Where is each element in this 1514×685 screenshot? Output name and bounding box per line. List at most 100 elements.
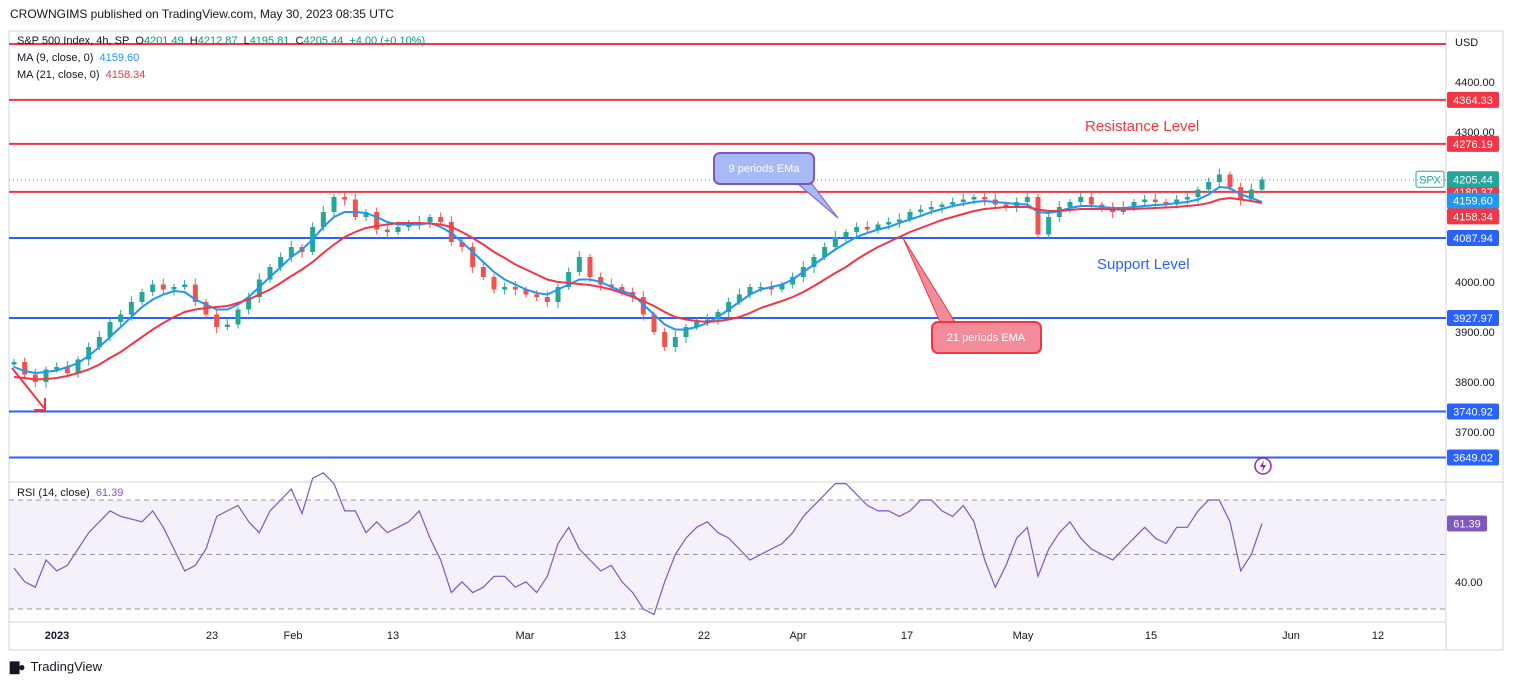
x-tick-label: 23 — [206, 630, 218, 642]
candle-body-102 — [1099, 204, 1105, 207]
candle-body-12 — [139, 292, 145, 302]
candle-body-32 — [352, 199, 358, 217]
candle-body-2 — [32, 374, 38, 382]
level-tag-4-text: 3927.97 — [1453, 313, 1493, 325]
candle-body-24 — [267, 267, 273, 280]
candle-body-66 — [715, 312, 721, 320]
x-tick-label: 15 — [1145, 630, 1157, 642]
candle-body-11 — [128, 302, 134, 315]
candle-body-42 — [459, 242, 465, 247]
candle-body-30 — [331, 197, 337, 212]
legend-high-value: 4212.87 — [197, 35, 238, 47]
level-tag-6-text: 3649.02 — [1453, 452, 1493, 464]
candle-body-52 — [566, 272, 572, 287]
candle-body-53 — [576, 257, 582, 272]
support-label: Support Level — [1097, 256, 1190, 273]
tradingview-brand: TradingView — [30, 659, 103, 674]
legend-rsi-value: 61.39 — [95, 487, 124, 499]
candle-body-99 — [1067, 202, 1073, 207]
candle-body-49 — [534, 294, 540, 297]
level-tag-4-bg — [1447, 310, 1499, 327]
candle-body-7 — [86, 347, 92, 360]
candle-body-10 — [118, 314, 124, 322]
candle-body-81 — [875, 224, 881, 230]
ma21-price-tag-text: 4158.34 — [1453, 211, 1493, 223]
x-tick-label: Feb — [284, 630, 303, 642]
legend-ma21-value: 4158.34 — [105, 69, 146, 81]
tradingview-logo[interactable]: ▇● TradingView — [10, 659, 102, 674]
candle-body-33 — [363, 212, 369, 217]
candle-body-97 — [1046, 217, 1052, 235]
candle-body-48 — [523, 289, 529, 295]
y-tick-label: 3800.00 — [1455, 377, 1495, 389]
candle-body-88 — [950, 202, 956, 205]
candle-body-21 — [235, 309, 241, 325]
candle-body-84 — [907, 212, 913, 220]
candle-body-37 — [406, 224, 412, 227]
x-tick-label: 13 — [387, 630, 399, 642]
legend-ma21-row: MA (21, close, 0) 4158.34 — [17, 69, 148, 81]
candle-body-36 — [395, 227, 401, 232]
legend-low-value: 4195.81 — [249, 35, 290, 47]
level-tag-1-text: 4276.19 — [1453, 139, 1493, 151]
rsi-tag-text: 61.39 — [1453, 518, 1481, 530]
candle-body-112 — [1206, 182, 1212, 190]
x-tick-label: 13 — [614, 630, 626, 642]
price-tags: 4364.334276.194180.374087.943927.973740.… — [1415, 91, 1499, 532]
candle-body-78 — [843, 232, 849, 237]
y-tick-label: 4000.00 — [1455, 277, 1495, 289]
candle-body-5 — [64, 367, 70, 373]
candle-body-3 — [43, 369, 49, 382]
legend-ma9-value: 4159.60 — [99, 52, 140, 64]
legend-rsi-row: RSI (14, close) 61.39 — [17, 487, 126, 499]
legend-close-label: C — [295, 35, 304, 47]
candle-body-113 — [1216, 174, 1222, 182]
candle-body-90 — [971, 197, 977, 200]
x-tick-label: 2023 — [45, 630, 69, 642]
rsi-tick-label: 40.00 — [1455, 577, 1483, 589]
legend-close-value: 4205.44 — [303, 35, 344, 47]
legend-open-value: 4201.49 — [143, 35, 184, 47]
candle-body-117 — [1259, 179, 1265, 190]
candle-body-6 — [75, 359, 81, 373]
candle-body-17 — [192, 284, 198, 302]
candle-body-31 — [342, 197, 348, 200]
candle-body-107 — [1152, 199, 1158, 202]
y-tick-label: 3700.00 — [1455, 427, 1495, 439]
candle-body-72 — [779, 284, 785, 290]
candle-body-43 — [470, 247, 476, 267]
x-tick-label: 12 — [1372, 630, 1384, 642]
candle-body-91 — [982, 197, 988, 200]
ma21-price-tag-bg — [1447, 208, 1499, 225]
axes: USD4400.004300.004000.003900.003800.0037… — [45, 37, 1495, 642]
down-arrow-head — [34, 398, 46, 411]
last-price-tag-text: 4205.44 — [1453, 174, 1493, 186]
level-tag-5-bg — [1447, 403, 1499, 420]
candle-body-47 — [512, 287, 518, 290]
candle-body-75 — [811, 257, 817, 267]
level-tag-0-bg — [1447, 91, 1499, 108]
ma9-price-tag-text: 4159.60 — [1453, 196, 1493, 208]
legend-close: C4205.44 — [296, 35, 344, 47]
candle-body-73 — [790, 277, 796, 285]
candles — [11, 168, 1265, 388]
candle-body-34 — [374, 212, 380, 230]
candle-body-15 — [171, 287, 177, 290]
rsi-band-fill — [9, 500, 1446, 609]
candle-body-54 — [587, 257, 593, 277]
currency-label: USD — [1455, 37, 1478, 49]
candle-body-77 — [832, 237, 838, 247]
ema9-callout-text: 9 periods EMa — [729, 163, 801, 175]
legend-ma21-label: MA (21, close, 0) — [17, 69, 100, 81]
legend-open: O4201.49 — [135, 35, 183, 47]
candle-body-13 — [150, 284, 156, 292]
candle-body-56 — [608, 284, 614, 287]
moving-averages — [13, 185, 1263, 381]
level-tag-5-text: 3740.92 — [1453, 407, 1493, 419]
candle-body-26 — [288, 247, 294, 257]
ema21-callout-box — [931, 321, 1042, 354]
candle-body-70 — [758, 287, 764, 289]
legend-low-label: L — [243, 35, 250, 47]
candle-body-96 — [1035, 197, 1041, 235]
